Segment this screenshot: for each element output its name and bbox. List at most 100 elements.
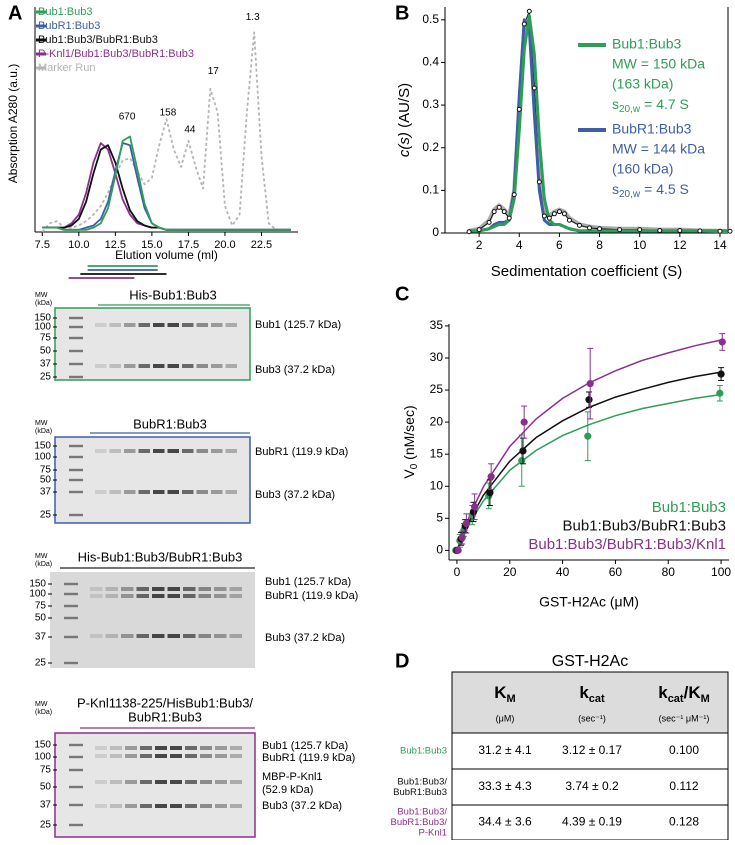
series-line <box>41 31 291 233</box>
protein-band <box>215 780 227 784</box>
protein-band <box>152 594 165 598</box>
y-tick-label: 5 <box>436 510 443 524</box>
band-label: Bub3 (37.2 kDa) <box>262 800 342 812</box>
legend-label: BubR1:Bub3 <box>612 121 692 137</box>
y-tick-label: 0 <box>432 225 439 239</box>
table-header-bg <box>452 672 728 733</box>
protein-band <box>198 634 211 638</box>
legend-label: Bub1:Bub3 <box>612 36 681 52</box>
fit-line <box>456 371 722 551</box>
data-point <box>519 447 527 455</box>
text-part: c(s) <box>396 132 413 157</box>
protein-band <box>230 746 242 750</box>
marker-band <box>64 592 78 596</box>
marker-band <box>69 349 83 353</box>
x-tick-label: 100 <box>711 565 731 579</box>
protein-band <box>230 780 242 784</box>
protein-band <box>155 746 167 750</box>
text-part: K <box>494 683 507 702</box>
protein-band <box>138 449 150 453</box>
data-point <box>506 215 512 221</box>
x-tick-label: 7.5 <box>35 239 50 251</box>
protein-band <box>185 804 197 808</box>
protein-band <box>121 634 134 638</box>
protein-band <box>200 804 212 808</box>
protein-band <box>138 364 150 368</box>
data-point <box>520 418 528 426</box>
protein-band <box>211 490 223 494</box>
data-point <box>531 85 537 91</box>
y-tick-label: 0.2 <box>422 140 439 154</box>
row-label: BubR1:Bub3 <box>393 787 447 798</box>
legend-note: s20,w = 4.7 S <box>612 96 689 115</box>
mw-value: 75 <box>40 765 52 776</box>
table-cell: 3.74 ± 0.2 <box>565 779 619 793</box>
protein-band <box>182 490 194 494</box>
x-tick-label: 4 <box>516 238 523 252</box>
marker-band <box>69 513 83 517</box>
protein-band <box>153 364 165 368</box>
protein-band <box>136 634 149 638</box>
peak-annotation: 1.3 <box>246 12 260 23</box>
x-tick-label: 10 <box>633 238 647 252</box>
band-label: BubR1 (119.9 kDa) <box>262 752 355 764</box>
protein-band <box>155 804 167 808</box>
data-point <box>556 209 562 215</box>
protein-band <box>140 754 152 758</box>
protein-band <box>185 780 197 784</box>
protein-band <box>230 804 242 808</box>
protein-band <box>136 587 149 591</box>
peak-annotation: 44 <box>184 125 196 136</box>
protein-band <box>110 780 122 784</box>
protein-band <box>105 634 118 638</box>
band-label: BubR1 (119.9 kDa) <box>265 590 358 602</box>
y-tick-label: 0.4 <box>422 55 439 69</box>
text-part: = 4.5 S <box>644 181 689 197</box>
protein-band <box>140 804 152 808</box>
legend-note: MW = 144 kDa <box>612 141 705 157</box>
row-label: P-Knl1 <box>418 828 447 839</box>
data-point <box>501 209 507 215</box>
data-point <box>637 227 643 233</box>
marker-band <box>64 604 78 608</box>
data-point <box>597 226 603 232</box>
protein-band <box>153 323 165 327</box>
text-part: (nM/sec) <box>401 405 417 463</box>
protein-band <box>225 364 237 368</box>
data-point <box>718 338 726 346</box>
data-point <box>541 213 547 219</box>
gel-title: His-Bub1:Bub3 <box>129 287 216 302</box>
x-tick-label: 8 <box>596 238 603 252</box>
x-tick-label: 14 <box>713 238 727 252</box>
protein-band <box>125 804 137 808</box>
marker-band <box>69 768 83 772</box>
protein-band <box>200 746 212 750</box>
marker-band <box>69 336 83 340</box>
band-label: Bub1 (125.7 kDa) <box>262 740 348 752</box>
protein-band <box>196 449 208 453</box>
y-tick-label: 15 <box>430 446 444 460</box>
data-point <box>458 533 466 542</box>
legend-note: s20,w = 4.5 S <box>612 181 689 200</box>
marker-band <box>69 490 83 494</box>
marker-band <box>69 316 83 320</box>
protein-band <box>214 634 227 638</box>
y-tick-label: 30 <box>430 350 444 364</box>
text-part: s <box>612 96 619 112</box>
table-cell: 0.112 <box>669 779 698 793</box>
mw-label: (kDa) <box>35 300 52 307</box>
marker-band <box>64 661 78 665</box>
x-tick-label: 17.5 <box>178 239 199 251</box>
protein-band <box>229 634 242 638</box>
protein-band <box>155 780 167 784</box>
protein-band <box>95 804 107 808</box>
protein-band <box>95 746 107 750</box>
column-header: KM <box>494 683 515 704</box>
protein-band <box>109 490 121 494</box>
protein-band <box>140 780 152 784</box>
protein-band <box>124 364 136 368</box>
mw-value: 37 <box>40 359 52 370</box>
mw-value: 25 <box>40 820 52 831</box>
marker-band <box>69 803 83 807</box>
protein-band <box>182 323 194 327</box>
